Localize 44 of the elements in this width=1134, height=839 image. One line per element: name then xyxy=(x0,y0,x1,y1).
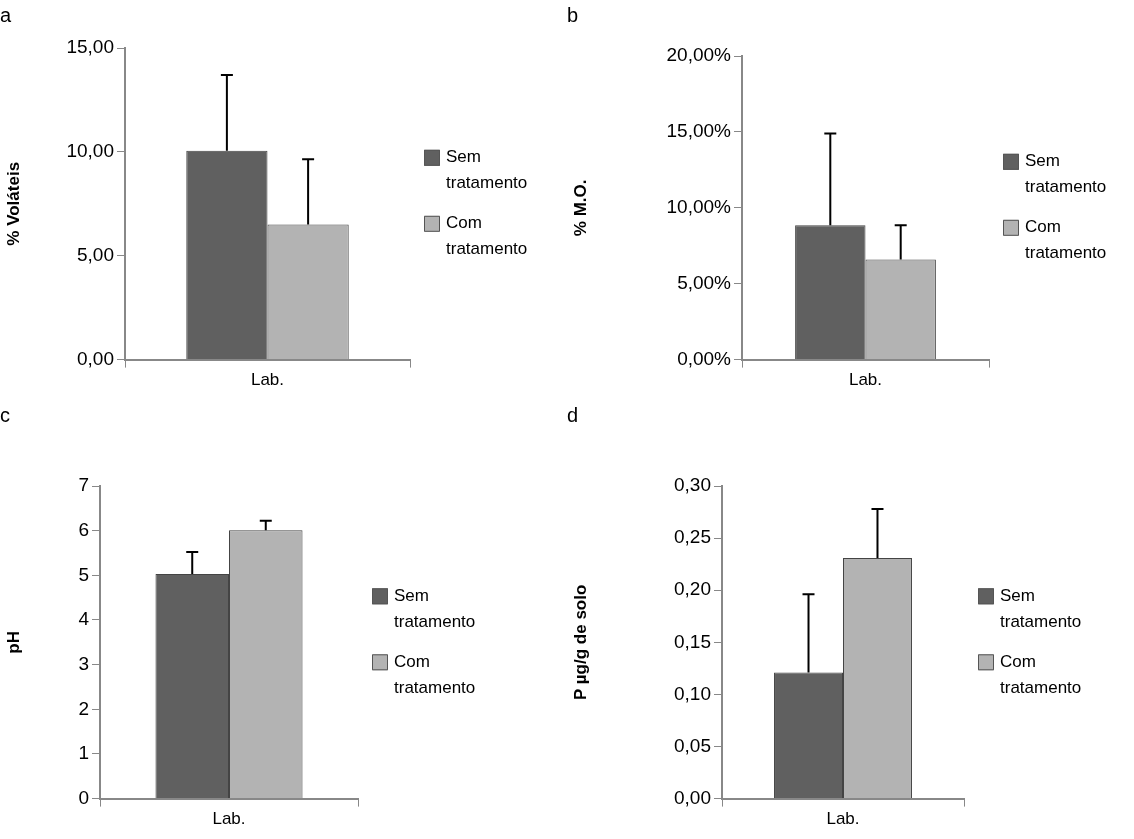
y-tick-label: 2 xyxy=(78,697,89,719)
text: d xyxy=(567,403,579,426)
text: b xyxy=(567,3,579,26)
y-tick-label: 0,00 xyxy=(77,347,114,369)
legend-label: Com tratamento xyxy=(1000,651,1082,697)
y-tick-label: 6 xyxy=(78,518,89,540)
y-tick-label: 4 xyxy=(78,608,90,630)
legend-label: Com tratamento xyxy=(394,651,476,697)
chart-title: c xyxy=(0,403,10,426)
x-tick-label: Lab. xyxy=(250,370,285,390)
y-tick-label: 5,00% xyxy=(677,271,732,293)
y-tick-label: 0,00 xyxy=(674,786,711,808)
legend-label: Sem tratamento xyxy=(446,147,528,193)
y-tick-label: 10,00% xyxy=(666,196,732,218)
legend-label: Com tratamento xyxy=(446,213,528,259)
y-tick-label: 0,00% xyxy=(677,347,732,369)
y-tick-label: 0,30 xyxy=(674,474,711,496)
legend-label: Com tratamento xyxy=(1025,217,1107,263)
y-tick-label: 0,10 xyxy=(674,682,711,704)
text: a xyxy=(0,3,12,26)
y-tick-label: 3 xyxy=(78,652,89,674)
y-axis-title: % Voláteis xyxy=(3,161,23,246)
y-tick-label: 0,25 xyxy=(674,526,711,548)
y-tick-label: 7 xyxy=(78,474,89,496)
x-tick-label: Lab. xyxy=(848,370,883,390)
y-tick-label: 20,00% xyxy=(666,44,732,66)
y-tick-label: 0 xyxy=(78,786,89,808)
y-tick-label: 10,00 xyxy=(66,140,114,162)
y-tick-label: 0,20 xyxy=(674,578,711,600)
x-tick-label: Lab. xyxy=(826,809,860,829)
x-tick-label: Lab. xyxy=(212,809,246,829)
y-tick-label: 15,00 xyxy=(66,36,114,58)
y-axis-title: pH xyxy=(3,630,23,654)
y-tick-label: 1 xyxy=(78,742,89,764)
legend-label: Sem tratamento xyxy=(1025,151,1107,197)
y-axis-title: % M.O. xyxy=(570,179,590,237)
y-axis-title: P µg/g de solo xyxy=(570,584,590,700)
y-tick-label: 0,15 xyxy=(674,630,711,652)
legend-label: Sem tratamento xyxy=(394,585,476,631)
y-tick-label: 5 xyxy=(78,563,89,585)
legend-label: Sem tratamento xyxy=(1000,585,1082,631)
y-tick-label: 15,00% xyxy=(666,120,732,142)
y-tick-label: 5,00 xyxy=(77,243,114,265)
y-tick-label: 0,05 xyxy=(674,734,711,756)
